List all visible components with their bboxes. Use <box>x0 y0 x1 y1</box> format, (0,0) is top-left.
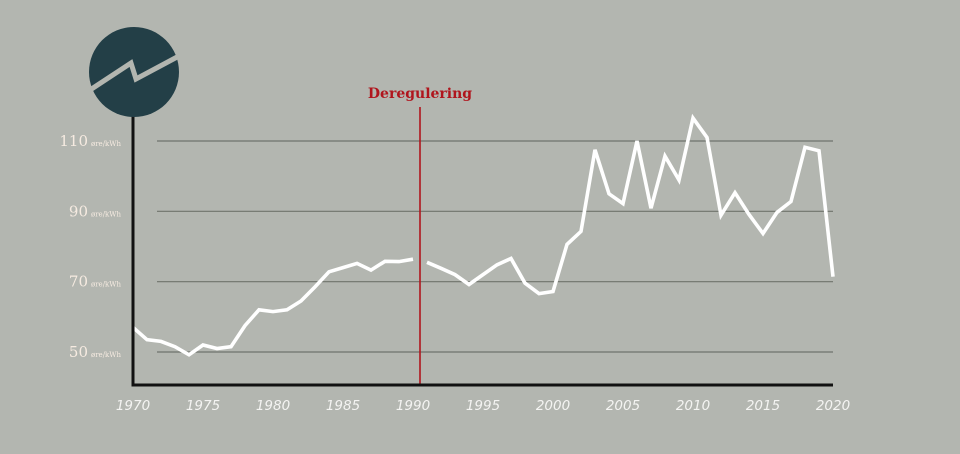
axes <box>131 108 833 387</box>
y-tick-unit-110: øre/kWh <box>91 140 121 148</box>
series-lines <box>131 113 835 357</box>
y-tick-unit-90: øre/kWh <box>91 210 121 218</box>
x-tick-label-2005: 2005 <box>606 398 640 414</box>
x-tick-label-1970: 1970 <box>116 398 150 414</box>
gridlines <box>157 140 833 353</box>
annotation-group: Deregulering <box>368 86 472 385</box>
zigzag-arrow-icon <box>88 53 181 93</box>
x-tick-label-2015: 2015 <box>746 398 780 414</box>
series-line-segment-2 <box>426 113 835 296</box>
x-tick-label-1975: 1975 <box>186 398 220 414</box>
deregulation-label: Deregulering <box>368 86 472 102</box>
series-line-segment-1 <box>131 257 414 357</box>
x-tick-label-2000: 2000 <box>536 398 570 414</box>
y-tick-label-110: 110 <box>59 132 88 150</box>
x-tick-label-1990: 1990 <box>396 398 430 414</box>
y-tick-label-90: 90 <box>69 202 88 220</box>
y-tick-unit-70: øre/kWh <box>91 281 121 289</box>
y-tick-label-70: 70 <box>69 273 88 291</box>
y-tick-label-50: 50 <box>69 343 88 361</box>
x-tick-label-1995: 1995 <box>466 398 500 414</box>
x-tick-label-1980: 1980 <box>256 398 290 414</box>
x-tick-label-2020: 2020 <box>816 398 850 414</box>
logo-badge <box>88 27 181 117</box>
x-tick-labels: 1970 1975 1980 1985 1990 1995 2000 2005 2010 2015… <box>116 398 850 414</box>
x-tick-label-1985: 1985 <box>326 398 360 414</box>
x-tick-label-2010: 2010 <box>676 398 710 414</box>
y-tick-unit-50: øre/kWh <box>91 351 121 359</box>
